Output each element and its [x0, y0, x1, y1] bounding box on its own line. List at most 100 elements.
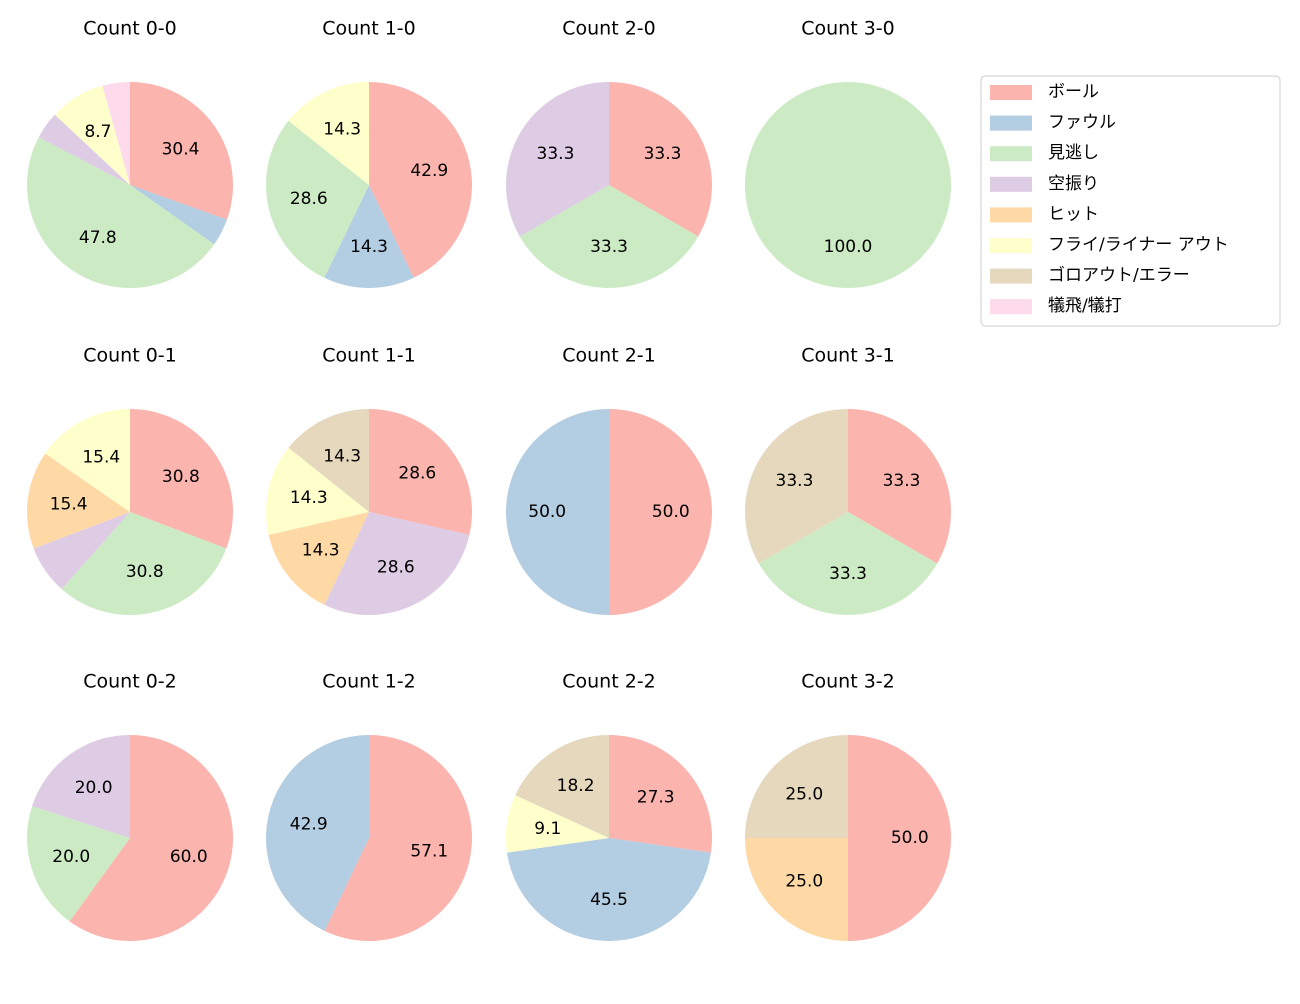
pie-slice — [69, 735, 233, 942]
pie-slice — [288, 409, 369, 512]
slice-label: 15.4 — [82, 447, 120, 467]
pie-slice — [268, 512, 369, 605]
slice-label: 33.3 — [883, 471, 921, 491]
pie-slice — [288, 82, 369, 185]
pie-slice — [506, 409, 609, 615]
slice-label: 30.4 — [162, 139, 200, 159]
pie-slice — [609, 82, 712, 237]
pie-slice — [505, 795, 609, 853]
pie-slice — [266, 120, 369, 278]
legend-label: ゴロアウト/エラー — [1048, 265, 1190, 286]
pie-slice — [745, 838, 848, 941]
pie-slice — [745, 82, 951, 288]
slice-label: 50.0 — [528, 502, 566, 522]
slice-label: 30.8 — [126, 562, 164, 582]
slice-label: 50.0 — [652, 502, 690, 522]
pie-slice — [848, 409, 952, 564]
pie-slice — [27, 137, 215, 288]
slice-label: 50.0 — [891, 828, 929, 848]
slice-label: 60.0 — [170, 847, 208, 867]
pie-slice — [33, 512, 130, 590]
slice-label: 20.0 — [52, 847, 90, 867]
chart-title: Count 0-0 — [83, 18, 177, 40]
legend-swatch — [990, 85, 1032, 100]
chart-title: Count 1-0 — [322, 18, 416, 40]
pie-slice — [506, 82, 609, 237]
slice-label: 42.9 — [410, 161, 448, 181]
slice-label: 14.3 — [323, 119, 361, 139]
legend-swatch — [990, 268, 1032, 284]
slice-label: 100.0 — [824, 237, 873, 257]
slice-label: 14.3 — [302, 541, 340, 561]
pie-slice — [32, 735, 130, 838]
slice-label: 8.7 — [84, 122, 111, 142]
legend-label: 空振り — [1048, 174, 1099, 194]
pie-slice — [265, 447, 369, 535]
chart-title: Count 3-2 — [801, 671, 895, 693]
chart-title: Count 0-1 — [83, 345, 177, 367]
pie-slice — [744, 409, 848, 564]
slice-label: 28.6 — [398, 463, 436, 483]
legend-swatch — [990, 207, 1032, 223]
slice-label: 15.4 — [50, 495, 88, 515]
legend-swatch — [990, 115, 1032, 131]
legend-box — [980, 75, 1281, 327]
pie-slice — [54, 85, 130, 185]
pie-slice — [102, 82, 130, 185]
pie-slice — [130, 409, 233, 549]
slice-label: 33.3 — [776, 471, 814, 491]
legend-swatch — [990, 238, 1032, 253]
slice-label: 27.3 — [637, 788, 675, 808]
pie-slice — [38, 114, 130, 185]
legend-label: ボール — [1048, 82, 1099, 102]
slice-label: 30.8 — [162, 467, 200, 487]
slice-label: 28.6 — [290, 189, 328, 209]
chart-title: Count 0-2 — [83, 671, 177, 693]
pie-slice — [130, 185, 227, 245]
slice-label: 20.0 — [75, 778, 113, 798]
slice-label: 33.3 — [644, 144, 682, 164]
slice-label: 45.5 — [590, 890, 628, 910]
chart-title: Count 2-1 — [562, 345, 656, 367]
chart-title: Count 1-2 — [322, 671, 416, 693]
legend-swatch — [990, 299, 1032, 315]
slice-label: 28.6 — [377, 558, 415, 578]
legend-label: ファウル — [1048, 113, 1116, 133]
slice-label: 18.2 — [557, 776, 595, 796]
pie-slice — [27, 453, 130, 549]
legend-swatch — [990, 176, 1032, 192]
pie-slice — [609, 409, 712, 615]
pie-slice — [519, 185, 699, 288]
slice-label: 47.8 — [79, 228, 117, 248]
pie-slice — [324, 512, 470, 615]
chart-title: Count 2-2 — [562, 671, 656, 693]
slice-label: 33.3 — [590, 237, 628, 257]
legend-label: 犠飛/犠打 — [1048, 296, 1122, 316]
chart-title: Count 2-0 — [562, 18, 656, 40]
slice-label: 33.3 — [537, 144, 575, 164]
slice-label: 57.1 — [410, 842, 448, 862]
pie-slice — [369, 409, 473, 535]
pie-slice — [369, 82, 473, 278]
legend-label: ヒット — [1048, 204, 1099, 224]
pie-slice — [848, 735, 951, 941]
pie-slice — [507, 838, 711, 941]
pie-slice — [745, 735, 848, 838]
slice-label: 9.1 — [534, 819, 561, 839]
pie-slice — [130, 82, 233, 220]
chart-title: Count 3-1 — [801, 345, 895, 367]
pie-slice — [26, 806, 131, 922]
pie-slice — [324, 735, 472, 942]
legend-label: フライ/ライナー アウト — [1048, 235, 1229, 255]
chart-title: Count 3-0 — [801, 18, 895, 40]
legend-swatch — [990, 146, 1032, 162]
slice-label: 33.3 — [829, 564, 867, 584]
pie-slice — [45, 409, 130, 512]
slice-label: 42.9 — [290, 814, 328, 834]
slice-label: 14.3 — [350, 237, 388, 257]
slice-label: 14.3 — [323, 446, 361, 466]
pie-slice — [266, 735, 369, 931]
pie-slice — [324, 185, 414, 289]
slice-label: 14.3 — [290, 488, 328, 508]
